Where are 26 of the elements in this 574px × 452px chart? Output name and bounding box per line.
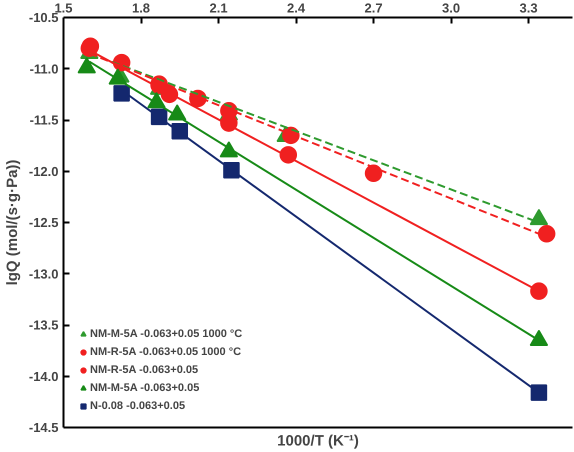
point [538,225,556,243]
x-tick-label: 2.1 [209,0,228,16]
x-tick-label: 3.3 [520,0,538,16]
x-axis-title: 1000/T (K⁻¹) [277,432,359,450]
point [530,282,548,300]
y-tick-label: -11.0 [30,61,59,76]
legend-label: N-0.08 -0.063+0.05 [90,399,186,413]
x-tick-label: 3.0 [442,0,460,16]
y-tick-label: -14.0 [28,368,59,384]
legend-label: NM-M-5A -0.063+0.05 [90,381,200,395]
y-axis-title: lgQ (mol/(s·g·Pa)) [4,160,21,286]
y-tick-label: -12.0 [28,164,59,179]
y-tick-label: -12.5 [28,215,59,230]
x-tick-label: 2.7 [364,0,383,16]
point [364,164,382,182]
point [530,384,548,401]
legend-label: NM-R-5A -0.063+0.05 1000 °C [90,345,242,359]
y-tick-label: -14.5 [28,420,59,435]
x-tick-label: 2.4 [287,0,306,16]
x-tick-label: 1.8 [132,0,150,16]
x-tick-label: 1.5 [54,0,73,16]
y-tick-label: -13.5 [28,318,59,332]
legend-label: NM-M-5A -0.063+0.05 1000 °C [90,327,242,341]
y-tick-label: -11.5 [30,112,59,128]
y-tick-label: -13.0 [28,266,59,282]
legend-label: NM-R-5A -0.063+0.05 [90,363,198,377]
